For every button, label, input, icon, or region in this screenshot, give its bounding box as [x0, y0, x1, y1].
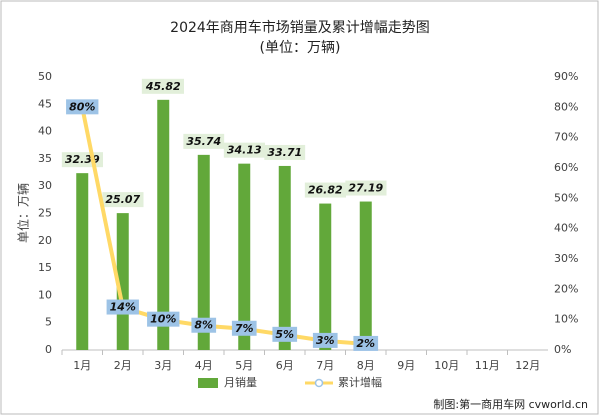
- bar-value-label-box: [141, 78, 184, 94]
- y-tick-label: 40: [38, 125, 52, 138]
- bar-value-label-box: [345, 180, 387, 196]
- y2-tick-label: 50%: [554, 191, 578, 204]
- line-value-label: 14%: [110, 301, 136, 314]
- bar: [359, 201, 372, 350]
- bar-value-label: 34.13: [227, 144, 262, 157]
- legend-label: 月销量: [224, 375, 257, 389]
- y-tick-label: 15: [38, 261, 52, 274]
- bar-value-label-box: [102, 192, 144, 208]
- y2-tick-label: 80%: [554, 100, 578, 113]
- line-value-label-box: [147, 311, 180, 327]
- x-tick-label: 11月: [475, 359, 500, 372]
- line-value-label-box: [272, 326, 298, 342]
- y-tick-label: 45: [38, 97, 52, 110]
- line-value-label-box: [191, 317, 217, 333]
- line-value-label-box: [353, 335, 379, 351]
- y-tick-label: 10: [38, 288, 52, 301]
- x-tick-label: 5月: [235, 359, 253, 372]
- y-axis-label: 单位：万辆: [16, 183, 31, 243]
- line-value-label: 8%: [194, 319, 213, 332]
- line-value-label-box: [231, 320, 257, 336]
- line-value-label: 7%: [235, 322, 254, 335]
- bar-value-label-box: [223, 142, 265, 158]
- chart-subtitle: (单位：万辆): [260, 40, 341, 56]
- x-tick-label: 2月: [114, 359, 132, 372]
- y-tick-label: 50: [38, 70, 52, 83]
- chart-title: 2024年商用车市场销量及累计增幅走势图: [170, 19, 430, 36]
- line-value-label: 3%: [316, 334, 335, 347]
- line-value-label-box: [312, 332, 338, 348]
- x-tick-label: 6月: [276, 359, 294, 372]
- y-tick-label: 35: [38, 152, 52, 165]
- bar: [76, 173, 89, 350]
- x-tick-label: 4月: [195, 359, 213, 372]
- y2-tick-label: 70%: [554, 131, 578, 144]
- y2-tick-label: 0%: [554, 343, 571, 356]
- bar: [278, 165, 291, 350]
- x-tick-label: 3月: [154, 359, 172, 372]
- y-tick-label: 5: [45, 316, 52, 329]
- line-value-label-box: [106, 299, 139, 315]
- bar-value-label: 45.82: [145, 80, 181, 93]
- y2-tick-label: 40%: [554, 222, 578, 235]
- x-tick-label: 8月: [357, 359, 375, 372]
- bar-value-label-box: [183, 133, 225, 149]
- line-value-label: 2%: [356, 337, 375, 350]
- y-tick-label: 20: [38, 234, 52, 247]
- bar: [197, 154, 210, 350]
- legend-swatch: [314, 378, 324, 388]
- bar-value-label: 27.19: [348, 182, 383, 195]
- bar-value-label: 25.07: [105, 193, 140, 206]
- y-tick-label: 30: [38, 179, 52, 192]
- line-value-label: 5%: [275, 328, 294, 341]
- line-value-label: 80%: [69, 100, 95, 113]
- bar-value-label-box: [264, 144, 306, 160]
- bar: [116, 213, 129, 350]
- y2-tick-label: 60%: [554, 161, 578, 174]
- bar: [238, 163, 251, 350]
- bar: [157, 99, 170, 350]
- y2-tick-label: 30%: [554, 252, 578, 265]
- x-tick-label: 1月: [73, 359, 91, 372]
- line-value-label-box: [66, 99, 99, 115]
- x-tick-label: 12月: [515, 359, 540, 372]
- legend-swatch: [198, 378, 218, 388]
- y2-tick-label: 90%: [554, 70, 578, 83]
- bar-value-label-box: [304, 182, 346, 198]
- bar: [319, 203, 332, 350]
- bar-value-label: 33.71: [267, 146, 302, 159]
- bar-value-label: 35.74: [186, 135, 221, 148]
- x-tick-label: 9月: [397, 359, 415, 372]
- y-tick-label: 0: [45, 343, 52, 356]
- line-value-label: 10%: [150, 313, 176, 326]
- x-tick-label: 7月: [316, 359, 334, 372]
- y-tick-label: 25: [38, 207, 52, 220]
- source: 制图:第一商用车网 cvworld.cn: [433, 397, 588, 411]
- legend-label: 累计增幅: [338, 375, 382, 389]
- y2-tick-label: 10%: [554, 313, 578, 326]
- bar-value-label: 26.82: [308, 184, 343, 197]
- x-tick-label: 10月: [434, 359, 459, 372]
- y2-tick-label: 20%: [554, 282, 578, 295]
